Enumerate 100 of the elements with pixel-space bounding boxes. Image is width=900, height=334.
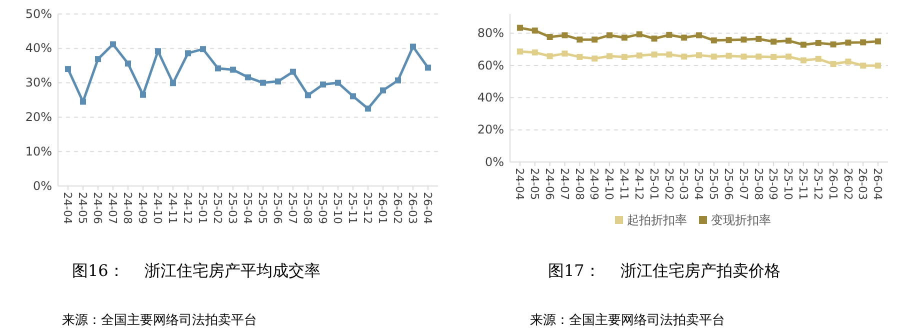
y-tick-label: 50% — [25, 6, 52, 21]
x-tick-label: 24-11 — [166, 192, 180, 224]
x-tick-label: 26-03 — [856, 168, 870, 200]
x-tick-label: 24-07 — [106, 192, 120, 224]
point — [290, 68, 296, 75]
x-tick-label: 25-05 — [256, 192, 270, 224]
point — [786, 38, 792, 44]
x-tick-label: 26-02 — [841, 168, 854, 200]
x-tick-label: 24-05 — [528, 168, 542, 200]
point — [95, 56, 101, 62]
point — [350, 93, 356, 100]
point — [860, 39, 866, 46]
x-tick-label: 24-05 — [76, 192, 90, 224]
point — [592, 36, 598, 43]
x-tick-label: 25-08 — [301, 192, 314, 224]
point — [726, 52, 732, 59]
x-tick-label: 25-06 — [271, 192, 284, 224]
point — [845, 40, 852, 46]
point — [562, 32, 568, 38]
point — [830, 61, 836, 68]
x-tick-label: 25-12 — [811, 168, 824, 200]
x-tick-label: 26-04 — [871, 168, 884, 200]
point — [875, 62, 881, 69]
point — [710, 54, 717, 60]
point — [365, 106, 371, 112]
point — [800, 42, 806, 48]
point — [185, 50, 191, 56]
x-tick-label: 25-04 — [241, 192, 254, 224]
x-tick-label: 25-09 — [766, 168, 780, 200]
x-tick-label: 25-10 — [782, 168, 795, 200]
x-tick-label: 25-08 — [752, 168, 765, 200]
point — [320, 82, 326, 88]
point — [621, 54, 628, 60]
source-note: 来源：全国主要网络司法拍卖平台 — [62, 312, 257, 328]
x-tick-label: 25-09 — [316, 192, 330, 224]
y-tick-label: 40% — [477, 90, 504, 104]
point — [756, 54, 762, 60]
point — [770, 38, 777, 45]
point — [576, 54, 583, 60]
x-tick-label: 26-01 — [826, 168, 840, 200]
y-tick-label: 0% — [32, 178, 52, 193]
x-tick-label: 25-03 — [226, 192, 240, 224]
x-tick-label: 24-09 — [136, 192, 150, 224]
x-tick-label: 24-12 — [181, 192, 194, 224]
x-tick-label: 25-06 — [722, 168, 735, 200]
point — [125, 60, 131, 67]
point — [606, 53, 612, 60]
point — [410, 44, 416, 50]
point — [275, 78, 281, 84]
x-tick-label: 24-12 — [632, 168, 646, 200]
point — [651, 36, 658, 42]
x-tick-label: 25-07 — [286, 192, 300, 224]
y-tick-label: 80% — [477, 26, 504, 40]
x-tick-label: 24-04 — [61, 192, 74, 224]
y-tick-label: 0% — [484, 154, 504, 169]
point — [562, 50, 568, 57]
point — [606, 32, 612, 38]
point — [305, 92, 311, 98]
x-tick-label: 26-01 — [376, 192, 390, 224]
x-tick-label: 24-10 — [602, 168, 616, 200]
x-tick-label: 26-02 — [391, 192, 404, 224]
point — [517, 24, 523, 31]
point — [532, 49, 538, 56]
point — [681, 34, 688, 41]
point — [875, 38, 881, 44]
point — [621, 34, 628, 41]
point — [726, 37, 732, 44]
point — [170, 80, 176, 86]
point — [786, 54, 792, 60]
y-tick-label: 10% — [25, 144, 52, 158]
x-tick-label: 25-02 — [662, 168, 676, 200]
point — [260, 80, 266, 86]
point — [800, 57, 806, 64]
x-tick-label: 25-11 — [796, 168, 810, 200]
point — [592, 56, 598, 62]
point — [815, 56, 822, 62]
text: 图17： 浙江住宅房产拍卖价格 — [548, 261, 781, 280]
point — [140, 92, 146, 98]
point — [740, 36, 747, 43]
point — [696, 32, 702, 38]
point — [245, 74, 251, 80]
point — [80, 98, 86, 105]
x-tick-label: 24-09 — [588, 168, 601, 200]
point — [666, 32, 672, 38]
point — [576, 36, 583, 43]
x-tick-label: 24-08 — [121, 192, 134, 224]
point — [681, 54, 688, 60]
point — [110, 41, 116, 48]
point — [636, 52, 642, 59]
x-tick-label: 25-10 — [331, 192, 344, 224]
x-tick-label: 24-07 — [558, 168, 571, 200]
point — [830, 41, 836, 48]
point — [740, 54, 747, 60]
x-tick-label: 25-02 — [211, 192, 224, 224]
point — [380, 87, 386, 94]
point — [666, 52, 672, 58]
x-tick-label: 24-06 — [542, 168, 556, 200]
x-tick-label: 25-07 — [736, 168, 750, 200]
x-tick-label: 25-03 — [677, 168, 690, 200]
x-tick-label: 24-08 — [572, 168, 586, 200]
